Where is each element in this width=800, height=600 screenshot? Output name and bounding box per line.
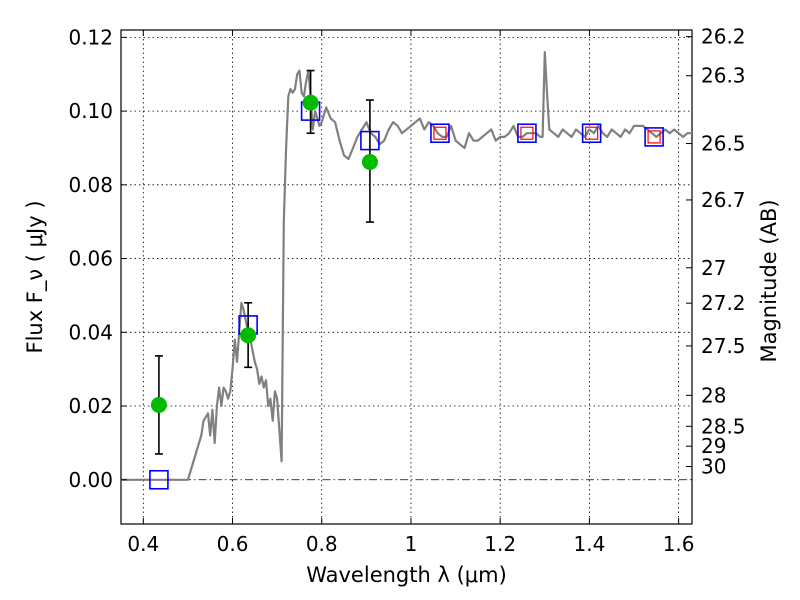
plot-area (120, 29, 693, 525)
x-axis-label: Wavelength λ (μm) (306, 563, 507, 587)
observed-flux-point (150, 396, 167, 413)
x-tick-label: 0.6 (217, 532, 249, 556)
sed-line (121, 50, 692, 481)
mag-tick-label: 29 (701, 434, 726, 458)
y-tick-label: 0.02 (68, 394, 113, 418)
x-tick-label: 1.6 (663, 532, 695, 556)
mag-tick-label: 28.5 (701, 414, 746, 438)
ticks: 0.4 0.6 0.8 1 1.2 1.4 1.6 0.00 0.02 0.04 0.06 0.08 0… (68, 25, 745, 556)
model-point-marker (647, 130, 661, 144)
model-point-marker (585, 126, 599, 140)
synthetic-photometry-marker (644, 127, 664, 147)
x-tick-label: 1 (405, 532, 418, 556)
x-tick-label: 1.2 (484, 532, 516, 556)
observed-flux-point (302, 94, 319, 111)
y-tick-label: 0.00 (68, 468, 113, 492)
x-tick-label: 0.4 (127, 532, 159, 556)
series-layer (121, 50, 692, 481)
y-tick-label: 0.12 (68, 25, 113, 49)
mag-tick-label: 27.5 (701, 334, 746, 358)
grid (121, 30, 692, 524)
marker-layer (149, 69, 664, 490)
observed-flux-point (240, 327, 257, 344)
mag-tick-label: 26.7 (701, 188, 746, 212)
y-tick-label: 0.08 (68, 173, 113, 197)
mag-tick-label: 26.3 (701, 64, 746, 88)
synthetic-photometry-marker (517, 123, 537, 144)
y-tick-label: 0.04 (68, 320, 113, 344)
observed-flux-point (361, 153, 378, 170)
synthetic-photometry-marker (149, 469, 169, 490)
synthetic-photometry-marker (581, 123, 602, 144)
mag-tick-label: 30 (701, 454, 726, 478)
x-tick-label: 1.4 (573, 532, 605, 556)
mag-tick-label: 27.2 (701, 291, 746, 315)
mag-tick-label: 28 (701, 383, 726, 407)
y-tick-label: 0.10 (68, 99, 113, 123)
mag-tick-label: 26.5 (701, 132, 746, 156)
y-axis-label: Flux F_ν ( μJy ) (23, 200, 48, 353)
mag-tick-label: 26.2 (701, 25, 746, 49)
model-point-marker (433, 126, 447, 140)
model-point-marker (520, 126, 534, 140)
x-tick-label: 0.8 (306, 532, 338, 556)
y-tick-label: 0.06 (68, 247, 113, 271)
synthetic-photometry-marker (430, 123, 450, 144)
right-axis-label: Magnitude (AB) (757, 199, 781, 362)
mag-tick-label: 27 (701, 256, 726, 280)
